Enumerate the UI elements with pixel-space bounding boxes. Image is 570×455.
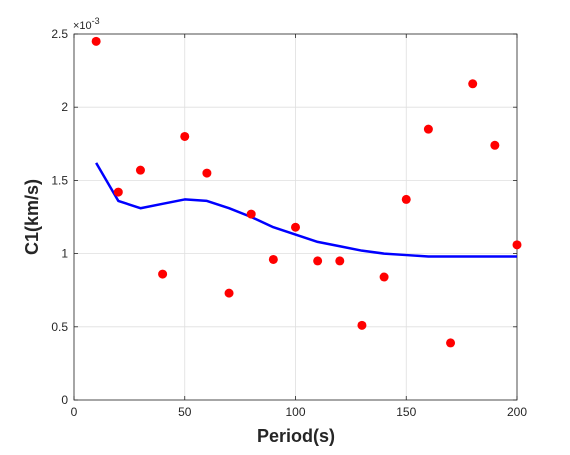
grid: [73, 33, 518, 401]
scatter-point: [423, 124, 433, 134]
scatter-point: [180, 131, 190, 141]
y-tick-label: 0: [61, 393, 68, 407]
fit-curve-line: [95, 162, 517, 258]
y-tick-label: 2.5: [51, 27, 68, 41]
scatter-point: [135, 165, 145, 175]
y-tick-label: 1: [61, 247, 68, 261]
x-axis-label: Period(s): [257, 426, 335, 446]
scatter-point: [268, 254, 278, 264]
scatter-point: [357, 320, 367, 330]
y-axis-exponent: ×10-3: [73, 16, 100, 32]
y-exponent-base: ×10: [73, 20, 92, 32]
scatter-point: [335, 256, 345, 266]
scatter-point: [468, 79, 478, 89]
svg-text:×10-3: ×10-3: [73, 16, 100, 32]
scatter-point: [379, 272, 389, 282]
scatter-point: [113, 187, 123, 197]
x-tick-label: 50: [178, 405, 192, 419]
y-tick-label: 0.5: [51, 320, 68, 334]
x-tick-label: 200: [507, 405, 527, 419]
scatter-point: [490, 140, 500, 150]
scatter-point: [401, 194, 411, 204]
tick-labels: 0 50 100 150 200 0 0.5 1 1.5 2 2.5: [51, 27, 527, 419]
scatter-point: [224, 288, 234, 298]
axes: [73, 33, 518, 401]
y-tick-label: 2: [61, 100, 68, 114]
scatter-point: [291, 222, 300, 232]
x-tick-label: 0: [71, 405, 78, 419]
scatter-point: [202, 168, 212, 178]
scatter-point: [158, 269, 168, 279]
x-tick-label: 100: [285, 405, 305, 419]
scatter-point: [446, 338, 456, 348]
series: [91, 36, 522, 348]
scatter-point: [313, 256, 323, 266]
scatter-point: [246, 209, 256, 219]
x-tick-label: 150: [396, 405, 416, 419]
y-tick-label: 1.5: [51, 173, 68, 187]
y-axis-label: C1(km/s): [22, 179, 42, 255]
y-exponent-power: -3: [92, 16, 100, 26]
scatter-point: [91, 36, 101, 46]
scatter-point: [512, 240, 522, 250]
